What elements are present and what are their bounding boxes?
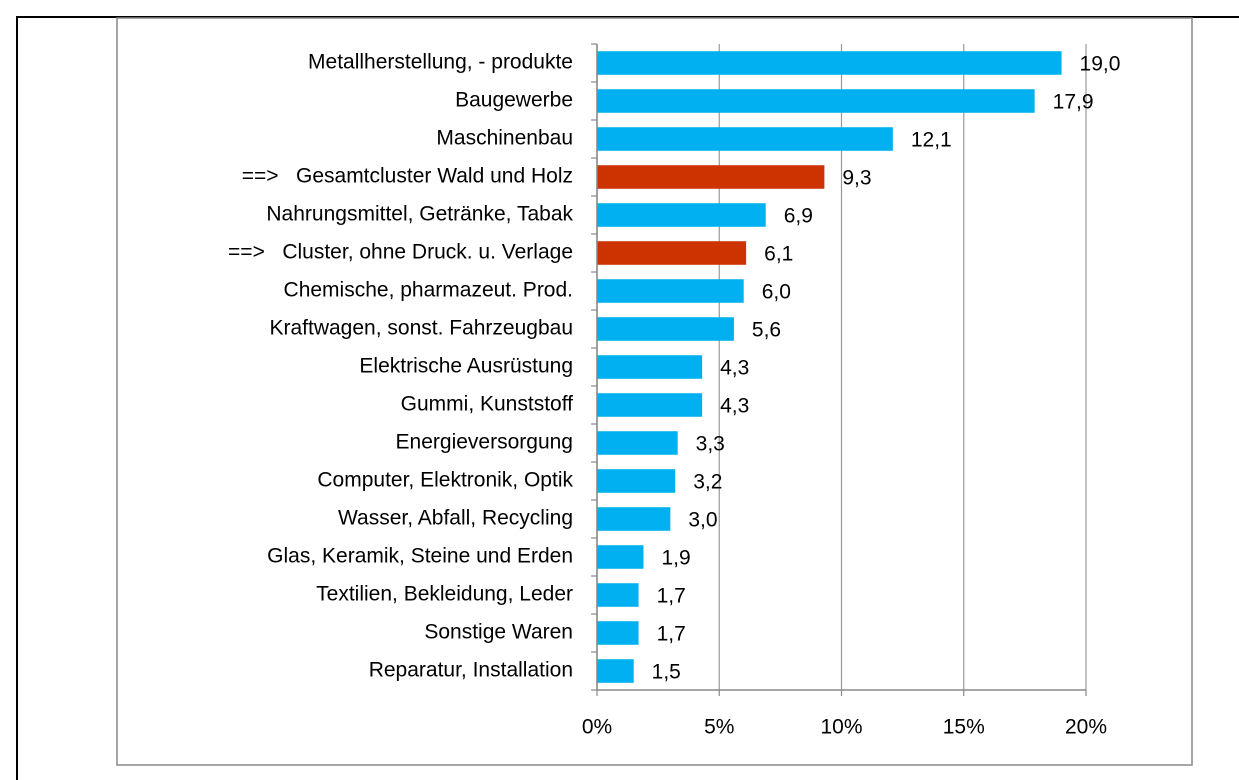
value-label: 4,3 xyxy=(720,357,749,380)
value-label: 3,2 xyxy=(693,471,722,494)
value-label: 1,7 xyxy=(657,623,686,646)
bar xyxy=(597,545,644,569)
value-label: 19,0 xyxy=(1080,53,1121,76)
y-tick-label: Energieversorgung xyxy=(396,431,573,454)
y-tick-label: Gummi, Kunststoff xyxy=(401,393,574,416)
value-label: 3,0 xyxy=(688,509,717,532)
outer-frame xyxy=(16,16,1239,780)
value-label: 5,6 xyxy=(752,319,781,342)
bar xyxy=(597,165,825,189)
x-tick-label: 15% xyxy=(943,716,985,739)
bar xyxy=(597,583,639,607)
y-tick-label: Wasser, Abfall, Recycling xyxy=(338,507,573,530)
value-label: 9,3 xyxy=(842,167,871,190)
bar xyxy=(597,393,703,417)
y-tick-label: Elektrische Ausrüstung xyxy=(359,355,573,378)
bar xyxy=(597,127,893,151)
x-tick-label: 5% xyxy=(704,716,734,739)
value-label: 6,9 xyxy=(784,205,813,228)
value-label: 6,1 xyxy=(764,243,793,266)
bar xyxy=(597,317,734,341)
y-tick-label: Nahrungsmittel, Getränke, Tabak xyxy=(266,203,573,226)
y-tick-label: Reparatur, Installation xyxy=(369,659,573,682)
y-tick-label: Chemische, pharmazeut. Prod. xyxy=(284,279,573,302)
y-tick-label: Sonstige Waren xyxy=(424,621,573,644)
y-tick-label: Metallherstellung, - produkte xyxy=(308,51,573,74)
y-tick-label: Kraftwagen, sonst. Fahrzeugbau xyxy=(269,317,573,340)
y-tick-label: Baugewerbe xyxy=(455,89,573,112)
bar xyxy=(597,469,676,493)
value-label: 1,9 xyxy=(661,547,690,570)
y-tick-label: Textilien, Bekleidung, Leder xyxy=(316,583,573,606)
value-label: 3,3 xyxy=(696,433,725,456)
bar xyxy=(597,203,766,227)
plot-frame xyxy=(116,17,1193,766)
y-tick-label: ==> Gesamtcluster Wald und Holz xyxy=(242,165,573,188)
value-label: 12,1 xyxy=(911,129,952,152)
y-tick-label: Computer, Elektronik, Optik xyxy=(317,469,573,492)
bar xyxy=(597,241,747,265)
value-label: 6,0 xyxy=(762,281,791,304)
bar xyxy=(597,507,671,531)
y-tick-label: ==> Cluster, ohne Druck. u. Verlage xyxy=(228,241,573,264)
value-label: 1,5 xyxy=(652,661,681,684)
value-label: 17,9 xyxy=(1053,91,1094,114)
bar xyxy=(597,89,1035,113)
bar xyxy=(597,51,1062,75)
bar xyxy=(597,279,744,303)
x-tick-label: 0% xyxy=(582,716,612,739)
y-tick-label: Glas, Keramik, Steine und Erden xyxy=(267,545,573,568)
bar xyxy=(597,659,634,683)
value-label: 1,7 xyxy=(657,585,686,608)
bar xyxy=(597,431,678,455)
y-tick-label: Maschinenbau xyxy=(436,127,573,150)
bar xyxy=(597,355,703,379)
bar xyxy=(597,621,639,645)
value-label: 4,3 xyxy=(720,395,749,418)
x-tick-label: 20% xyxy=(1065,716,1107,739)
x-tick-label: 10% xyxy=(820,716,862,739)
